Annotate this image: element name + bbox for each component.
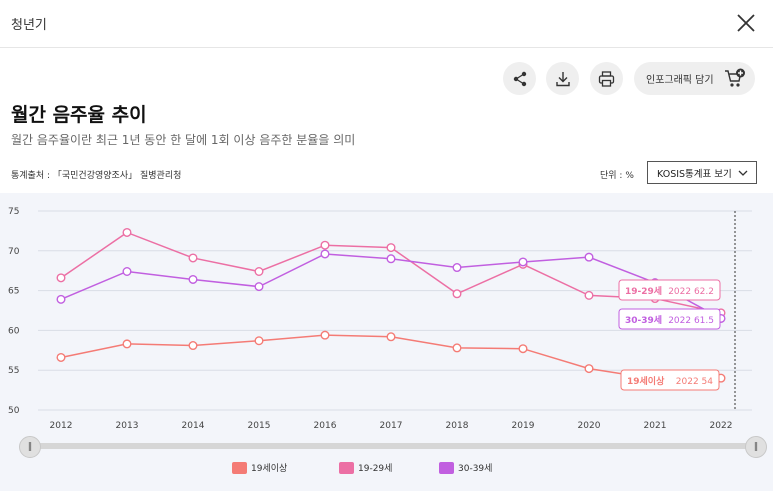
data-point — [518, 344, 528, 354]
x-tick-label: 2018 — [446, 421, 469, 431]
y-tick-label: 50 — [8, 406, 20, 416]
share-icon — [513, 71, 526, 86]
window-header: 청년기 — [0, 0, 773, 48]
data-point — [56, 352, 66, 362]
x-tick-label: 2014 — [182, 421, 205, 431]
y-tick-label: 60 — [8, 326, 20, 336]
share-button[interactable] — [503, 62, 536, 95]
data-point — [386, 332, 396, 342]
x-tick-label: 2015 — [248, 421, 271, 431]
page-title: 월간 음주율 추이 — [11, 104, 147, 126]
data-point — [386, 254, 396, 264]
x-tick-label: 2013 — [116, 421, 139, 431]
y-tick-label: 55 — [8, 366, 19, 376]
data-point — [584, 364, 594, 374]
data-point — [122, 266, 132, 276]
grip-icon: ‖ — [27, 442, 33, 452]
x-tick-label: 2016 — [314, 421, 337, 431]
data-point — [188, 253, 198, 263]
download-icon — [555, 71, 570, 86]
download-button[interactable] — [546, 62, 579, 95]
data-point — [254, 266, 264, 276]
x-tick-label: 2019 — [512, 421, 535, 431]
legend-item-19-29[interactable]: 19-29세 — [339, 461, 392, 474]
x-tick-label: 2012 — [50, 421, 73, 431]
data-point — [320, 330, 330, 340]
data-point — [254, 282, 264, 292]
action-toolbar: 인포그래픽 담기 — [0, 62, 773, 96]
cart-plus-icon — [725, 68, 745, 87]
data-point — [452, 343, 462, 353]
data-point — [386, 243, 396, 253]
data-point — [188, 274, 198, 284]
legend-swatch — [339, 461, 354, 474]
data-point — [320, 240, 330, 250]
legend-item-30-39[interactable]: 30-39세 — [439, 461, 492, 474]
chart-panel: 50 55 60 65 70 75 2012 2013 2014 2015 2016 2017 2018… — [0, 193, 773, 491]
page-subtitle: 월간 음주율이란 최근 1년 동안 한 달에 1회 이상 음주한 분율을 의미 — [11, 133, 356, 147]
legend-item-19plus[interactable]: 19세이상 — [232, 461, 287, 474]
x-tick-label: 2021 — [644, 421, 667, 431]
data-point — [56, 294, 66, 304]
print-icon — [598, 70, 615, 87]
window-title: 청년기 — [11, 18, 47, 33]
print-button[interactable] — [590, 62, 623, 95]
data-point — [584, 252, 594, 262]
data-point — [584, 290, 594, 300]
legend-label: 19세이상 — [251, 464, 288, 474]
x-tick-label: 2017 — [380, 421, 403, 431]
legend-swatch — [439, 461, 454, 474]
kosis-table-dropdown[interactable]: KOSIS통계표 보기 — [647, 161, 757, 184]
range-scroll-track[interactable] — [20, 443, 756, 449]
tooltip-value: 2022 54 — [676, 377, 713, 387]
x-tick-label: 2022 — [710, 421, 733, 431]
x-tick-label: 2020 — [578, 421, 601, 431]
data-point — [254, 336, 264, 346]
data-point — [122, 227, 132, 237]
data-point — [56, 273, 66, 283]
close-icon — [737, 14, 755, 32]
data-point — [452, 263, 462, 273]
legend-swatch — [232, 461, 247, 474]
data-point — [452, 289, 462, 299]
range-handle-left[interactable]: ‖ — [19, 436, 41, 458]
data-point — [122, 339, 132, 349]
y-tick-label: 65 — [8, 287, 19, 297]
tooltip-box — [618, 308, 721, 330]
chart-legend: 19세이상 19-29세 30-39세 — [0, 461, 773, 479]
y-tick-label: 70 — [8, 247, 20, 257]
tooltip-value: 2022 61.5 — [668, 316, 714, 326]
tooltip-series: 19-29세 — [625, 285, 662, 297]
range-handle-right[interactable]: ‖ — [745, 436, 767, 458]
y-tick-label: 75 — [8, 207, 19, 217]
chevron-down-icon — [738, 170, 748, 176]
grip-icon: ‖ — [753, 442, 759, 452]
data-point — [188, 341, 198, 351]
add-infographic-button[interactable]: 인포그래픽 담기 — [634, 62, 755, 95]
tooltip-box — [620, 369, 720, 391]
close-button[interactable] — [735, 12, 757, 34]
unit-label: 단위 : % — [600, 171, 634, 181]
data-point — [518, 257, 528, 267]
legend-label: 30-39세 — [458, 464, 493, 474]
legend-label: 19-29세 — [358, 464, 393, 474]
line-chart[interactable]: 50 55 60 65 70 75 2012 2013 2014 2015 2016 2017 2018… — [0, 193, 773, 433]
add-infographic-label: 인포그래픽 담기 — [646, 75, 714, 86]
tooltip-series: 19세이상 — [627, 375, 665, 387]
data-point — [320, 249, 330, 259]
tooltip-value: 2022 62.2 — [668, 287, 714, 297]
stat-source: 통계출처 : 「국민건강영양조사」 질병관리청 — [11, 171, 182, 181]
kosis-table-label: KOSIS통계표 보기 — [657, 168, 732, 180]
tooltip-series: 30-39세 — [625, 314, 662, 326]
tooltip-box — [618, 279, 721, 301]
